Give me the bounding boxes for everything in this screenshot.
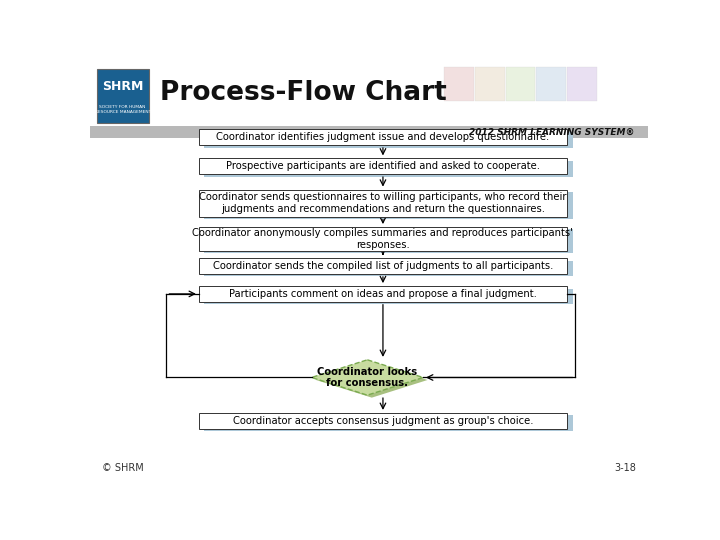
Text: 2012 SHRM LEARNING SYSTEM®: 2012 SHRM LEARNING SYSTEM® [469, 127, 634, 137]
Text: Participants comment on ideas and propose a final judgment.: Participants comment on ideas and propos… [229, 289, 537, 299]
FancyBboxPatch shape [199, 190, 567, 217]
FancyBboxPatch shape [96, 69, 148, 123]
Text: Prospective participants are identified and asked to cooperate.: Prospective participants are identified … [226, 161, 540, 171]
FancyBboxPatch shape [204, 192, 572, 219]
Polygon shape [316, 362, 428, 397]
FancyBboxPatch shape [199, 129, 567, 145]
FancyBboxPatch shape [199, 227, 567, 251]
Text: 3-18: 3-18 [614, 463, 636, 473]
FancyBboxPatch shape [204, 132, 572, 147]
Text: Coordinator anonymously compiles summaries and reproduces participants'
response: Coordinator anonymously compiles summari… [192, 228, 573, 249]
FancyBboxPatch shape [90, 126, 648, 138]
FancyBboxPatch shape [204, 415, 572, 431]
FancyBboxPatch shape [90, 65, 648, 126]
FancyBboxPatch shape [199, 286, 567, 302]
FancyBboxPatch shape [204, 288, 572, 305]
Text: Process-Flow Chart: Process-Flow Chart [160, 80, 446, 106]
Polygon shape [312, 360, 423, 395]
Text: Coordinator sends questionnaires to willing participants, who record their
judgm: Coordinator sends questionnaires to will… [199, 192, 567, 214]
FancyBboxPatch shape [567, 67, 597, 101]
Text: Coordinator accepts consensus judgment as group's choice.: Coordinator accepts consensus judgment a… [233, 416, 534, 426]
FancyBboxPatch shape [536, 67, 566, 101]
Text: SHRM: SHRM [102, 80, 143, 93]
FancyBboxPatch shape [204, 230, 572, 253]
FancyBboxPatch shape [199, 158, 567, 174]
FancyBboxPatch shape [204, 161, 572, 177]
FancyBboxPatch shape [475, 67, 505, 101]
Text: Coordinator sends the compiled list of judgments to all participants.: Coordinator sends the compiled list of j… [213, 261, 553, 271]
Text: Coordinator identifies judgment issue and develops questionnaire.: Coordinator identifies judgment issue an… [216, 132, 549, 142]
FancyBboxPatch shape [444, 67, 474, 101]
Text: SOCIETY FOR HUMAN
RESOURCE MANAGEMENT: SOCIETY FOR HUMAN RESOURCE MANAGEMENT [94, 105, 150, 114]
FancyBboxPatch shape [199, 258, 567, 274]
FancyBboxPatch shape [505, 67, 535, 101]
FancyBboxPatch shape [204, 261, 572, 276]
Text: Coordinator looks
for consensus.: Coordinator looks for consensus. [318, 367, 418, 388]
Text: © SHRM: © SHRM [102, 463, 144, 473]
FancyBboxPatch shape [199, 413, 567, 429]
